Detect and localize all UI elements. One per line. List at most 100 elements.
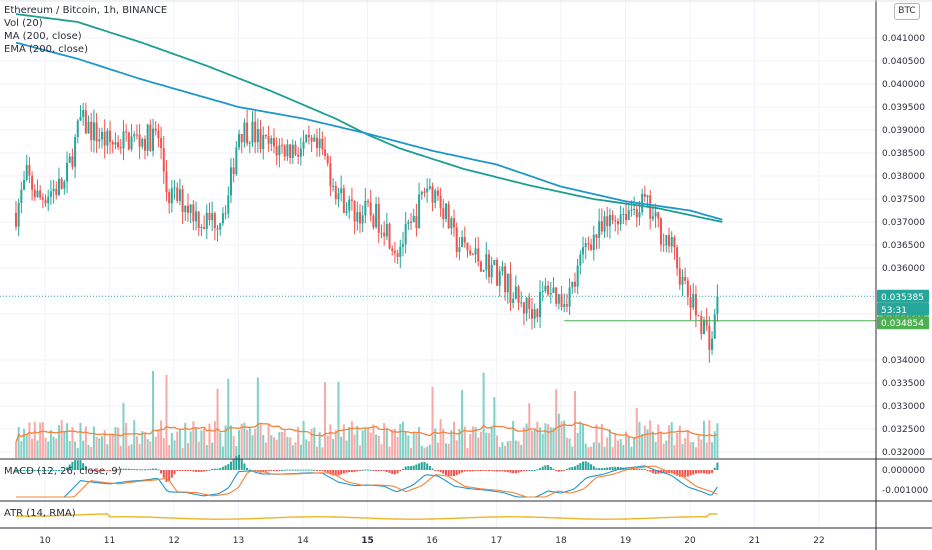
- candle-body: [109, 130, 112, 143]
- candle-body: [275, 146, 278, 156]
- volume-bar: [549, 427, 552, 458]
- candle-body: [205, 212, 208, 229]
- volume-bar: [186, 443, 189, 458]
- candle-body: [353, 200, 356, 222]
- volume-bar: [87, 444, 90, 458]
- candle-body: [350, 199, 353, 201]
- volume-bar: [436, 442, 439, 458]
- volume-bar: [697, 435, 700, 458]
- macd-histogram-bar: [568, 467, 571, 470]
- macd-histogram-bar: [154, 468, 157, 470]
- volume-bar: [111, 433, 114, 458]
- volume-bar: [95, 436, 98, 458]
- volume-bar: [469, 434, 472, 458]
- volume-bar: [458, 429, 461, 458]
- currency-button[interactable]: BTC: [894, 3, 920, 20]
- macd-histogram-bar: [286, 469, 289, 471]
- macd-histogram-bar: [229, 461, 232, 470]
- candle-body: [208, 212, 211, 221]
- volume-bar: [611, 447, 614, 458]
- candle-body: [224, 213, 227, 215]
- macd-histogram-bar: [367, 469, 370, 471]
- atr-pane-label[interactable]: ATR (14, RMA): [4, 508, 76, 519]
- volume-bar: [654, 441, 657, 458]
- candle-body: [681, 276, 684, 285]
- atr-line: [15, 513, 718, 520]
- macd-histogram-bar: [522, 470, 525, 471]
- macd-histogram-bar: [178, 470, 181, 471]
- macd-histogram-bar: [297, 469, 300, 471]
- macd-histogram-bar: [509, 470, 512, 473]
- macd-histogram-bar: [165, 470, 168, 482]
- candle-body: [95, 122, 98, 142]
- volume-bar: [100, 436, 103, 458]
- volume-bar: [614, 432, 617, 458]
- candle-body: [337, 193, 340, 200]
- candle-layer[interactable]: [14, 102, 719, 363]
- volume-bar: [512, 421, 515, 458]
- candle-body: [668, 235, 671, 247]
- candle-body: [619, 214, 622, 225]
- macd-histogram-bar: [125, 468, 128, 470]
- last-price-badge-bg: [877, 289, 929, 303]
- countdown-badge: 53:31: [881, 306, 907, 316]
- volume-bar: [603, 446, 606, 458]
- volume-bar: [47, 441, 50, 458]
- volume-bar: [291, 445, 294, 458]
- macd-histogram-bar: [573, 466, 576, 470]
- macd-pane-label[interactable]: MACD (12, 26, close, 9): [4, 466, 122, 477]
- macd-histogram-bar: [291, 469, 294, 471]
- macd-histogram-bar: [401, 468, 404, 470]
- candle-body: [259, 129, 262, 149]
- candle-body: [92, 122, 95, 141]
- macd-histogram-bar: [598, 468, 601, 470]
- volume-bar: [434, 428, 437, 458]
- macd-histogram-bar: [673, 470, 676, 475]
- volume-bar: [329, 424, 332, 458]
- candle-body: [251, 121, 254, 143]
- candle-body: [256, 129, 259, 143]
- macd-histogram-bar: [396, 470, 399, 474]
- candle-body: [552, 287, 555, 294]
- volume-bar: [23, 428, 26, 458]
- x-tick-label: 19: [620, 536, 632, 546]
- macd-histogram-bar: [665, 470, 668, 473]
- volume-bar: [692, 441, 695, 458]
- legend-ma[interactable]: MA (200, close): [4, 31, 82, 42]
- indicator-lines: [0, 13, 876, 322]
- macd-histogram-bar: [485, 470, 488, 471]
- macd-histogram-bar: [517, 470, 520, 473]
- candle-body: [332, 185, 335, 187]
- x-tick-label: 13: [233, 536, 244, 546]
- y-tick-label: 0.033000: [882, 402, 925, 412]
- candle-body: [114, 142, 117, 145]
- macd-histogram-bar: [708, 470, 711, 475]
- macd-histogram-bar: [630, 468, 633, 470]
- volume-bar: [649, 420, 652, 458]
- volume-bar: [283, 430, 286, 458]
- candle-body: [98, 139, 101, 142]
- macd-histogram-bar: [221, 466, 224, 470]
- candle-body: [278, 145, 281, 156]
- volume-bar: [568, 438, 571, 458]
- candle-body: [106, 130, 109, 146]
- macd-histogram-bar: [205, 470, 208, 471]
- macd-histogram-bar: [275, 470, 278, 471]
- macd-histogram-bar: [149, 468, 152, 470]
- candle-body: [310, 137, 313, 142]
- legend-volume[interactable]: Vol (20): [4, 18, 43, 29]
- candle-body: [431, 186, 434, 203]
- volume-bar: [627, 435, 630, 458]
- volume-bar: [92, 426, 95, 458]
- candle-body: [383, 232, 386, 237]
- candle-body: [361, 215, 364, 224]
- candle-body: [181, 189, 184, 213]
- macd-histogram-bar: [106, 470, 109, 471]
- volume-bar: [98, 438, 101, 458]
- legend-ema[interactable]: EMA (200, close): [4, 44, 88, 55]
- candle-body: [509, 273, 512, 303]
- volume-bar: [420, 445, 423, 458]
- volume-ma-line: [15, 422, 718, 443]
